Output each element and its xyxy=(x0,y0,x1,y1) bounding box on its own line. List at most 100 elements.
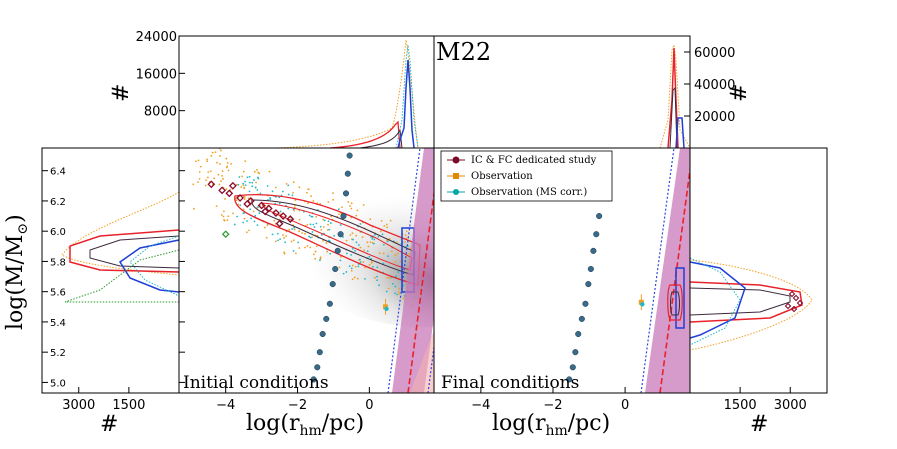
top-right-hist-tick-label: 60000 xyxy=(694,46,735,61)
initial-dot-sequence xyxy=(310,152,353,383)
initial-orange-point xyxy=(367,245,370,248)
initial-band-right xyxy=(410,330,434,393)
top-left-hist-tick-label: 24000 xyxy=(136,30,177,45)
initial-orange-point xyxy=(383,225,386,227)
initial-observation-ms-point xyxy=(384,306,389,311)
initial-orange-point xyxy=(309,246,312,249)
initial-sequence-dot xyxy=(344,170,351,177)
initial-cyan-point xyxy=(376,275,378,278)
final-band xyxy=(645,148,690,393)
initial-sequence-dot xyxy=(316,349,323,356)
final-sequence-dot xyxy=(569,364,576,371)
initial-x-tick-label: −2 xyxy=(288,398,307,413)
initial-cyan-point xyxy=(371,265,374,268)
top-right-hist-red xyxy=(667,47,679,149)
left-hist-ticks: 3000 1500 xyxy=(62,387,145,413)
initial-orange-point xyxy=(389,219,392,222)
initial-orange-point xyxy=(217,173,220,176)
initial-cyan-point xyxy=(395,275,397,278)
initial-orange-point xyxy=(243,198,246,200)
initial-cyan-point xyxy=(368,255,371,258)
final-sequence-dot xyxy=(578,315,585,322)
left-hist-dark xyxy=(89,235,180,269)
initial-cyan-point xyxy=(279,238,281,240)
initial-orange-point xyxy=(290,240,293,243)
right-hist-maroon-markers xyxy=(784,290,804,313)
initial-orange-point xyxy=(306,191,308,194)
initial-orange-point xyxy=(244,196,246,198)
initial-cyan-point xyxy=(376,266,379,269)
initial-cyan-point xyxy=(351,247,354,250)
initial-band xyxy=(392,148,434,393)
top-left-hist-red xyxy=(329,120,401,149)
initial-orange-point xyxy=(378,252,381,255)
initial-orange-point xyxy=(340,206,343,209)
final-sequence-dot xyxy=(585,281,592,288)
initial-orange-point xyxy=(345,239,348,242)
initial-orange-point xyxy=(355,214,358,217)
right-hist-red xyxy=(689,281,803,323)
initial-sequence-dot xyxy=(314,364,321,371)
initial-orange-point xyxy=(404,234,407,237)
initial-cyan-point xyxy=(394,292,396,295)
right-hist-maroon-marker xyxy=(788,290,796,298)
initial-cyan-point xyxy=(396,293,399,296)
initial-orange-point xyxy=(349,205,351,207)
initial-cyan-point xyxy=(246,220,248,222)
final-x-tick-label: 0 xyxy=(621,398,629,413)
initial-cyan-point xyxy=(345,252,348,255)
initial-orange-point xyxy=(213,177,216,180)
y-ticks: 5.0 5.2 5.4 5.6 5.8 6.0 6.2 6.4 xyxy=(42,167,185,389)
legend-box xyxy=(440,150,613,202)
initial-orange-point xyxy=(211,151,214,154)
initial-cyan-point xyxy=(342,272,345,275)
initial-orange-point xyxy=(237,203,240,206)
initial-cyan-point xyxy=(271,233,274,236)
initial-cyan-point xyxy=(381,233,384,236)
final-dark-contour xyxy=(670,291,680,316)
initial-orange-point xyxy=(232,212,234,215)
initial-cyan-point xyxy=(257,176,259,179)
top-left-hist-dark xyxy=(359,128,403,149)
initial-green-diamond xyxy=(221,230,230,239)
initial-orange-point xyxy=(306,224,309,226)
initial-cyan-point xyxy=(329,222,332,224)
initial-orange-point xyxy=(223,218,225,221)
initial-orange-point xyxy=(293,228,296,231)
top-right-hist-ticks: 20000 40000 60000 xyxy=(684,46,735,125)
top-left-hist-cyan xyxy=(395,44,419,149)
initial-cyan-point xyxy=(320,234,323,236)
final-band-center xyxy=(659,164,690,393)
right-hist-blue xyxy=(689,261,746,339)
initial-cyan-point xyxy=(339,259,342,262)
initial-orange-point xyxy=(359,246,362,249)
initial-maroon-diamond xyxy=(218,186,227,195)
initial-orange-point xyxy=(209,170,212,173)
initial-sequence-dot xyxy=(332,265,339,273)
initial-orange-point xyxy=(398,287,401,290)
initial-sequence-dot xyxy=(326,300,333,307)
right-side-histogram xyxy=(689,257,813,351)
top-right-hist-orange xyxy=(659,43,691,149)
initial-orange-point xyxy=(257,171,260,174)
right-hist-cyan xyxy=(689,257,741,346)
initial-cyan-point xyxy=(248,175,251,178)
initial-orange-point xyxy=(408,252,411,255)
top-right-hist-tick-label: 40000 xyxy=(694,78,735,93)
legend-entry-observation-ms: Observation (MS corr.) xyxy=(447,187,587,198)
initial-orange-point xyxy=(404,241,406,243)
initial-orange-point xyxy=(304,246,306,249)
initial-cyan-point xyxy=(311,231,314,233)
left-side-histogram xyxy=(61,191,180,303)
initial-orange-point xyxy=(338,266,341,269)
initial-orange-point xyxy=(197,159,200,162)
final-sequence-dot xyxy=(590,247,597,254)
initial-cyan-point xyxy=(252,179,255,181)
initial-orange-point xyxy=(327,201,330,203)
final-conditions-panel xyxy=(566,148,690,393)
initial-x-ticks: −4 −2 0 xyxy=(216,387,373,413)
initial-red-contour-outer xyxy=(234,194,421,286)
top-left-hist-orange xyxy=(274,39,419,149)
initial-orange-point xyxy=(256,168,258,171)
right-hist-maroon-marker xyxy=(796,299,804,307)
